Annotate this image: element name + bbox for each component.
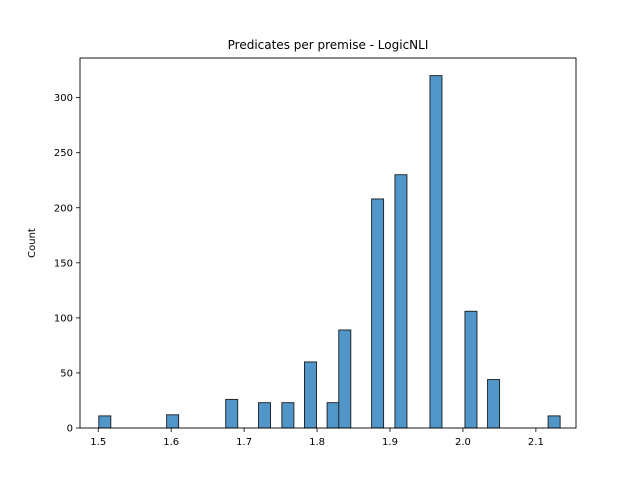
x-tick-label: 1.6	[163, 437, 179, 448]
histogram-bar-2	[225, 398, 239, 429]
y-tick-label: 50	[60, 368, 73, 379]
x-axis: 1.5 1.6 1.7 1.8 1.9 2.0 2.1	[90, 428, 544, 448]
histogram-bar-3	[258, 402, 272, 429]
y-tick-label: 250	[54, 148, 73, 159]
x-tick-label: 1.5	[90, 437, 106, 448]
y-axis: 0 50 100 150 200 250 300	[54, 93, 80, 435]
histogram-bar-4	[281, 402, 295, 429]
x-tick-label: 1.8	[309, 437, 325, 448]
bars-group	[98, 75, 561, 429]
histogram-bar-6	[326, 402, 340, 429]
histogram-bar-0	[98, 415, 112, 429]
histogram-bar-1	[166, 414, 180, 429]
y-tick-label: 0	[67, 424, 73, 435]
x-tick-label: 1.9	[382, 437, 398, 448]
y-tick-label: 100	[54, 313, 73, 324]
y-axis-label: Count	[27, 228, 38, 258]
y-tick-label: 300	[54, 93, 73, 104]
histogram-bar-9	[394, 174, 408, 429]
histogram-bar-5	[304, 361, 317, 429]
plot-frame	[79, 57, 577, 429]
histogram-bar-8	[371, 198, 385, 429]
histogram-bar-11	[464, 310, 478, 429]
x-tick-label: 2.0	[455, 437, 471, 448]
x-tick-label: 2.1	[528, 437, 544, 448]
y-tick-label: 150	[54, 258, 73, 269]
histogram-bar-10	[429, 75, 443, 429]
histogram-bar-7	[338, 329, 352, 429]
chart-title: Predicates per premise - LogicNLI	[228, 38, 429, 52]
x-tick-label: 1.7	[236, 437, 252, 448]
histogram-bar-12	[487, 379, 501, 429]
y-tick-label: 200	[54, 203, 73, 214]
histogram-bar-13	[547, 415, 561, 429]
